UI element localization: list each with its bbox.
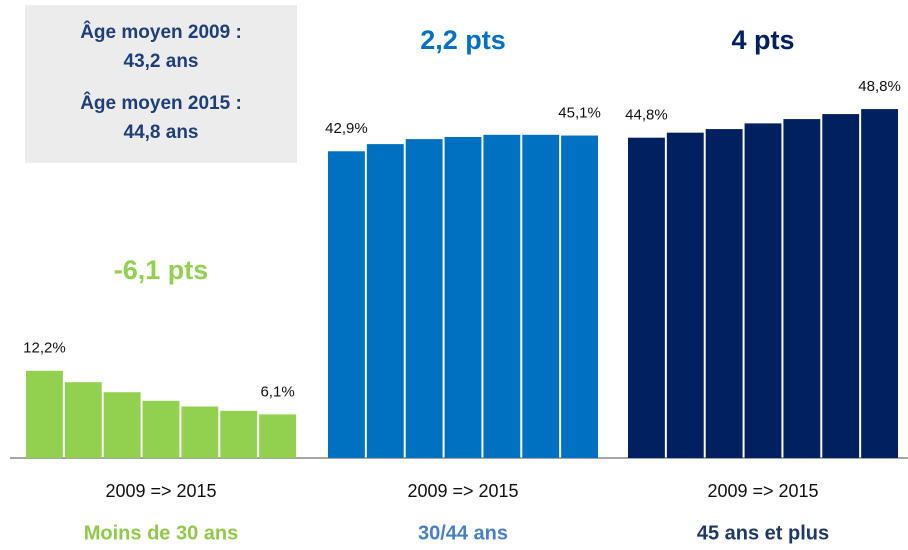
- bar: [822, 114, 860, 459]
- info-text: 44,8 ans: [124, 122, 199, 143]
- bar: [861, 109, 898, 458]
- group-name: Moins de 30 ans: [84, 522, 239, 544]
- bar: [405, 139, 443, 459]
- group-name: 45 ans et plus: [697, 522, 829, 544]
- bar: [666, 132, 704, 459]
- bar: [103, 392, 141, 458]
- value-label: 6,1%: [260, 383, 294, 400]
- info-box: [25, 5, 297, 163]
- bar: [328, 151, 365, 458]
- value-label: 42,9%: [325, 120, 368, 137]
- bar: [483, 134, 521, 458]
- bar: [628, 137, 665, 458]
- bar: [366, 144, 404, 459]
- bar: [783, 119, 821, 458]
- bar: [142, 400, 180, 458]
- bar: [522, 134, 560, 458]
- info-text: Âge moyen 2009 :: [80, 21, 242, 43]
- bar: [705, 129, 743, 458]
- period-label: 2009 => 2015: [707, 481, 818, 501]
- bar: [259, 414, 296, 458]
- bar: [64, 382, 102, 458]
- bar: [444, 136, 482, 458]
- bar: [744, 123, 782, 458]
- annotation: 2,2 pts: [420, 25, 506, 55]
- value-label: 44,8%: [625, 107, 668, 124]
- group-name: 30/44 ans: [418, 522, 508, 544]
- value-label: 12,2%: [23, 340, 66, 357]
- info-text: Âge moyen 2015 :: [80, 92, 242, 114]
- info-text: 43,2 ans: [124, 51, 199, 72]
- bar: [26, 370, 63, 458]
- annotation: -6,1 pts: [114, 255, 209, 285]
- period-label: 2009 => 2015: [105, 481, 216, 501]
- period-label: 2009 => 2015: [407, 481, 518, 501]
- annotation: 4 pts: [731, 25, 794, 55]
- value-label: 45,1%: [558, 105, 601, 122]
- value-label: 48,8%: [858, 78, 901, 95]
- bar: [561, 135, 598, 458]
- bar: [181, 406, 219, 458]
- bar: [220, 410, 258, 458]
